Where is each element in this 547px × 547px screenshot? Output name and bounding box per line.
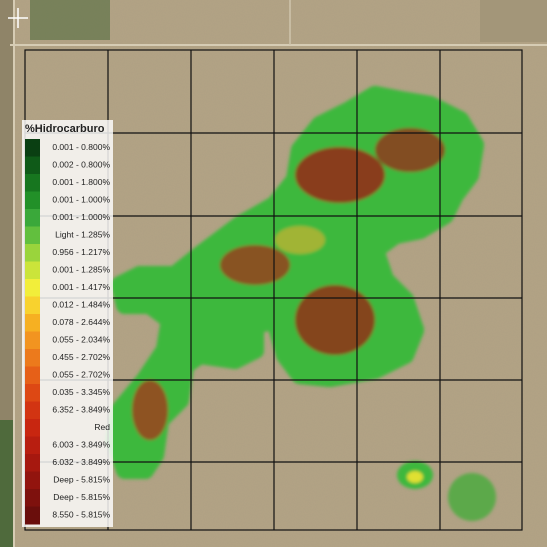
plume-hotspot	[220, 245, 290, 285]
legend-label: 6.352 - 3.849%	[52, 405, 110, 415]
legend-swatch	[25, 314, 40, 332]
plume-hotspot	[132, 380, 168, 440]
field	[480, 0, 547, 42]
legend-label: 0.012 - 1.484%	[52, 300, 110, 310]
legend-swatch	[25, 506, 40, 525]
plume-patch	[275, 226, 325, 254]
plume	[106, 86, 496, 521]
legend-swatch	[25, 384, 40, 402]
legend-label: 0.001 - 0.800%	[52, 142, 110, 152]
legend-label: 0.001 - 1.285%	[52, 265, 110, 275]
plume-hotspot	[295, 285, 375, 355]
legend-swatch	[25, 331, 40, 350]
terrain-edge	[0, 0, 14, 547]
legend-swatch	[25, 349, 40, 367]
legend-swatch	[25, 261, 40, 280]
legend-label: 0.956 - 1.217%	[52, 247, 110, 257]
legend-label: 0.078 - 2.644%	[52, 317, 110, 327]
legend-label: 0.055 - 2.702%	[52, 370, 110, 380]
legend-label: 6.032 - 3.849%	[52, 457, 110, 467]
legend-label: Deep - 5.815%	[53, 492, 110, 502]
legend-swatch	[25, 279, 40, 297]
legend-swatch	[25, 366, 40, 385]
legend-label: 0.055 - 2.034%	[52, 335, 110, 345]
legend-swatch	[25, 191, 40, 210]
legend-title: %Hidrocarburo	[25, 123, 105, 135]
legend-swatch	[25, 174, 40, 192]
legend-label: Deep - 5.815%	[53, 475, 110, 485]
legend-label: 0.001 - 1.000%	[52, 212, 110, 222]
north-marker	[8, 8, 28, 28]
legend-label: 0.455 - 2.702%	[52, 352, 110, 362]
legend-swatch	[25, 209, 40, 227]
legend-swatch	[25, 401, 40, 420]
legend-label: 0.035 - 3.345%	[52, 387, 110, 397]
legend-label: 0.001 - 1.417%	[52, 282, 110, 292]
legend-swatch	[25, 471, 40, 490]
legend: %Hidrocarburo 0.001 - 0.800% 0.002 - 0.80…	[22, 120, 113, 527]
legend-label: 8.550 - 5.815%	[52, 510, 110, 520]
legend-swatch	[25, 296, 40, 315]
legend-swatch	[25, 226, 40, 245]
legend-swatch	[25, 489, 40, 507]
plume-hotspot	[375, 128, 445, 172]
plume-hotspot	[295, 147, 385, 203]
legend-swatch	[25, 436, 40, 455]
legend-swatch	[25, 419, 40, 437]
legend-label: Red	[94, 422, 110, 432]
plume-spot	[448, 473, 496, 521]
legend-swatch	[25, 244, 40, 262]
legend-swatch	[25, 156, 40, 175]
legend-label: 0.002 - 0.800%	[52, 160, 110, 170]
vegetation	[0, 420, 14, 547]
plume-spot	[407, 471, 423, 483]
legend-swatch	[25, 454, 40, 472]
legend-swatch	[25, 139, 40, 157]
vegetation	[30, 0, 110, 40]
legend-label: 6.003 - 3.849%	[52, 440, 110, 450]
legend-label: 0.001 - 1.800%	[52, 177, 110, 187]
legend-label: 0.001 - 1.000%	[52, 195, 110, 205]
legend-label: Light - 1.285%	[55, 230, 110, 240]
